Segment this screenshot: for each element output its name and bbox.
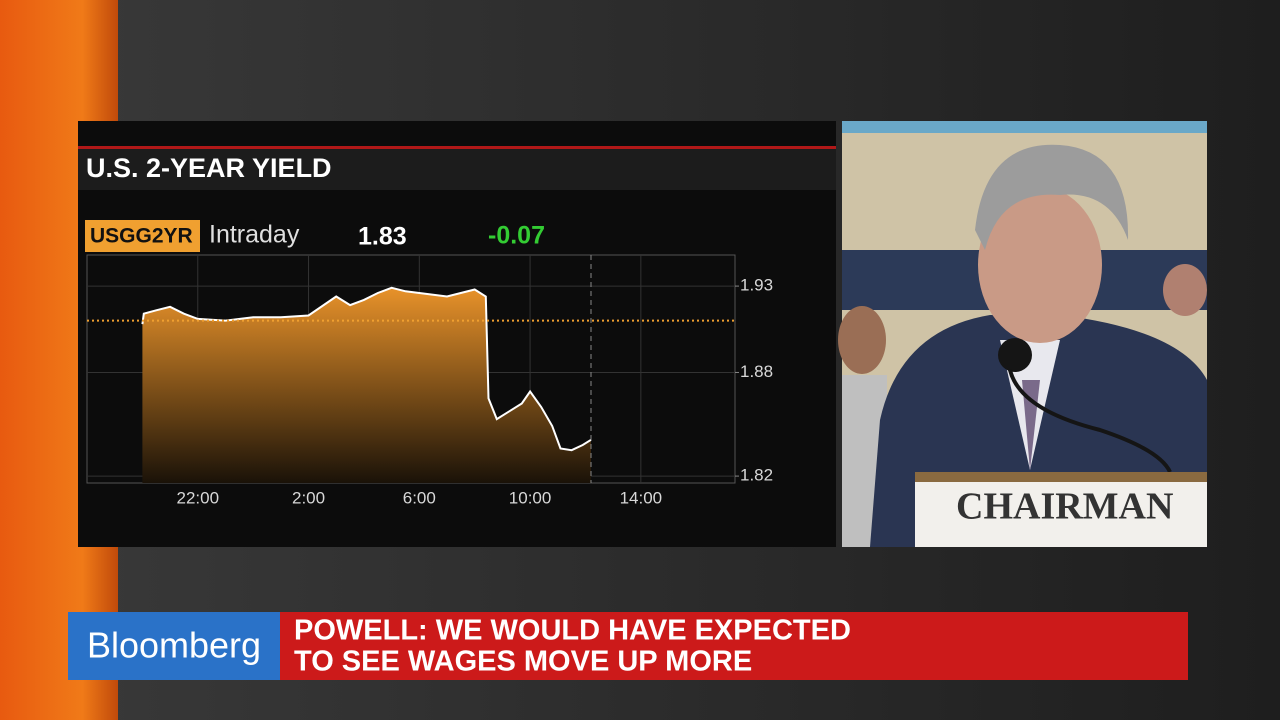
photo-mic-stand (1008, 369, 1172, 473)
period-label: Intraday (209, 221, 300, 249)
panel-header (78, 149, 836, 190)
photo-hair (975, 144, 1129, 250)
headline: POWELL: WE WOULD HAVE EXPECTED (294, 615, 851, 647)
line (141, 286, 592, 452)
x-tick-label: 6:00 (403, 488, 436, 507)
plot-area: 1.82 1.88 1.93 22:00 2:00 6:00 10:00 14:00 (86, 254, 773, 507)
change-value: -0.07 (488, 222, 545, 250)
photo: CHAIRMAN (838, 121, 1207, 547)
panel-accent (78, 146, 836, 149)
x-tick-label: 2:00 (292, 488, 325, 507)
photo-person (838, 306, 886, 374)
photo-screen (842, 121, 1207, 133)
ticker: USGG2YR (90, 225, 193, 248)
brand-box (68, 612, 280, 680)
x-tick-label: 14:00 (620, 488, 663, 507)
headline: TO SEE WAGES MOVE UP MORE (294, 646, 752, 678)
y-tick-label: 1.82 (740, 466, 773, 485)
photo-person (1163, 264, 1207, 316)
x-tick-label: 10:00 (509, 488, 552, 507)
photo-face (978, 187, 1102, 343)
nameplate (915, 472, 1207, 547)
nameplate-text: CHAIRMAN (956, 486, 1173, 528)
area (142, 287, 591, 483)
last-value: 1.83 (358, 223, 407, 251)
y-tick-label: 1.88 (740, 362, 773, 381)
photo-microphone (998, 338, 1032, 372)
x-tick-label: 22:00 (176, 488, 219, 507)
nameplate-edge (915, 472, 1207, 482)
y-tick-label: 1.93 (740, 276, 773, 295)
brand: Bloomberg (87, 625, 261, 666)
ticker-box (85, 220, 200, 252)
chart-title: U.S. 2-YEAR YIELD (86, 153, 332, 183)
headline-box (280, 612, 1188, 680)
